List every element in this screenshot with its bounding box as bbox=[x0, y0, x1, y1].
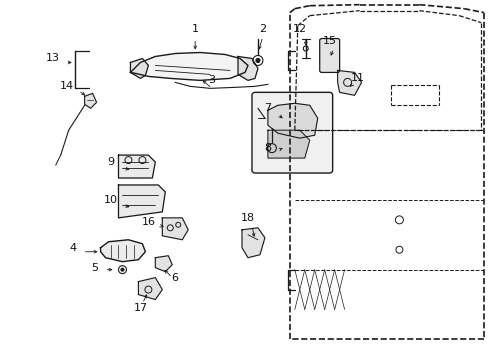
Text: 2: 2 bbox=[259, 24, 266, 33]
Text: 1: 1 bbox=[191, 24, 198, 33]
Text: 14: 14 bbox=[60, 81, 74, 91]
Polygon shape bbox=[267, 103, 317, 138]
Polygon shape bbox=[337, 71, 361, 95]
Circle shape bbox=[121, 268, 124, 271]
Circle shape bbox=[255, 58, 260, 62]
Polygon shape bbox=[162, 218, 188, 240]
Polygon shape bbox=[130, 53, 247, 80]
Polygon shape bbox=[118, 185, 165, 218]
Polygon shape bbox=[242, 228, 264, 258]
Polygon shape bbox=[84, 93, 96, 108]
FancyBboxPatch shape bbox=[319, 39, 339, 72]
Text: 12: 12 bbox=[292, 24, 306, 33]
Polygon shape bbox=[155, 256, 172, 272]
Text: 4: 4 bbox=[69, 243, 76, 253]
Text: 6: 6 bbox=[170, 273, 178, 283]
Text: 3: 3 bbox=[208, 75, 215, 85]
Text: 9: 9 bbox=[107, 157, 114, 167]
Polygon shape bbox=[267, 130, 309, 158]
Polygon shape bbox=[118, 155, 155, 178]
Text: 16: 16 bbox=[141, 217, 155, 227]
Text: 18: 18 bbox=[241, 213, 255, 223]
Polygon shape bbox=[138, 278, 162, 300]
Text: 5: 5 bbox=[91, 263, 98, 273]
Text: 17: 17 bbox=[133, 302, 147, 312]
Polygon shape bbox=[238, 57, 258, 80]
Polygon shape bbox=[101, 240, 145, 262]
Text: 7: 7 bbox=[264, 103, 271, 113]
Text: 10: 10 bbox=[103, 195, 117, 205]
FancyBboxPatch shape bbox=[251, 92, 332, 173]
Text: 13: 13 bbox=[46, 54, 60, 63]
Text: 15: 15 bbox=[322, 36, 336, 46]
Text: 11: 11 bbox=[350, 73, 364, 84]
Text: 8: 8 bbox=[264, 143, 271, 153]
Polygon shape bbox=[130, 58, 148, 78]
